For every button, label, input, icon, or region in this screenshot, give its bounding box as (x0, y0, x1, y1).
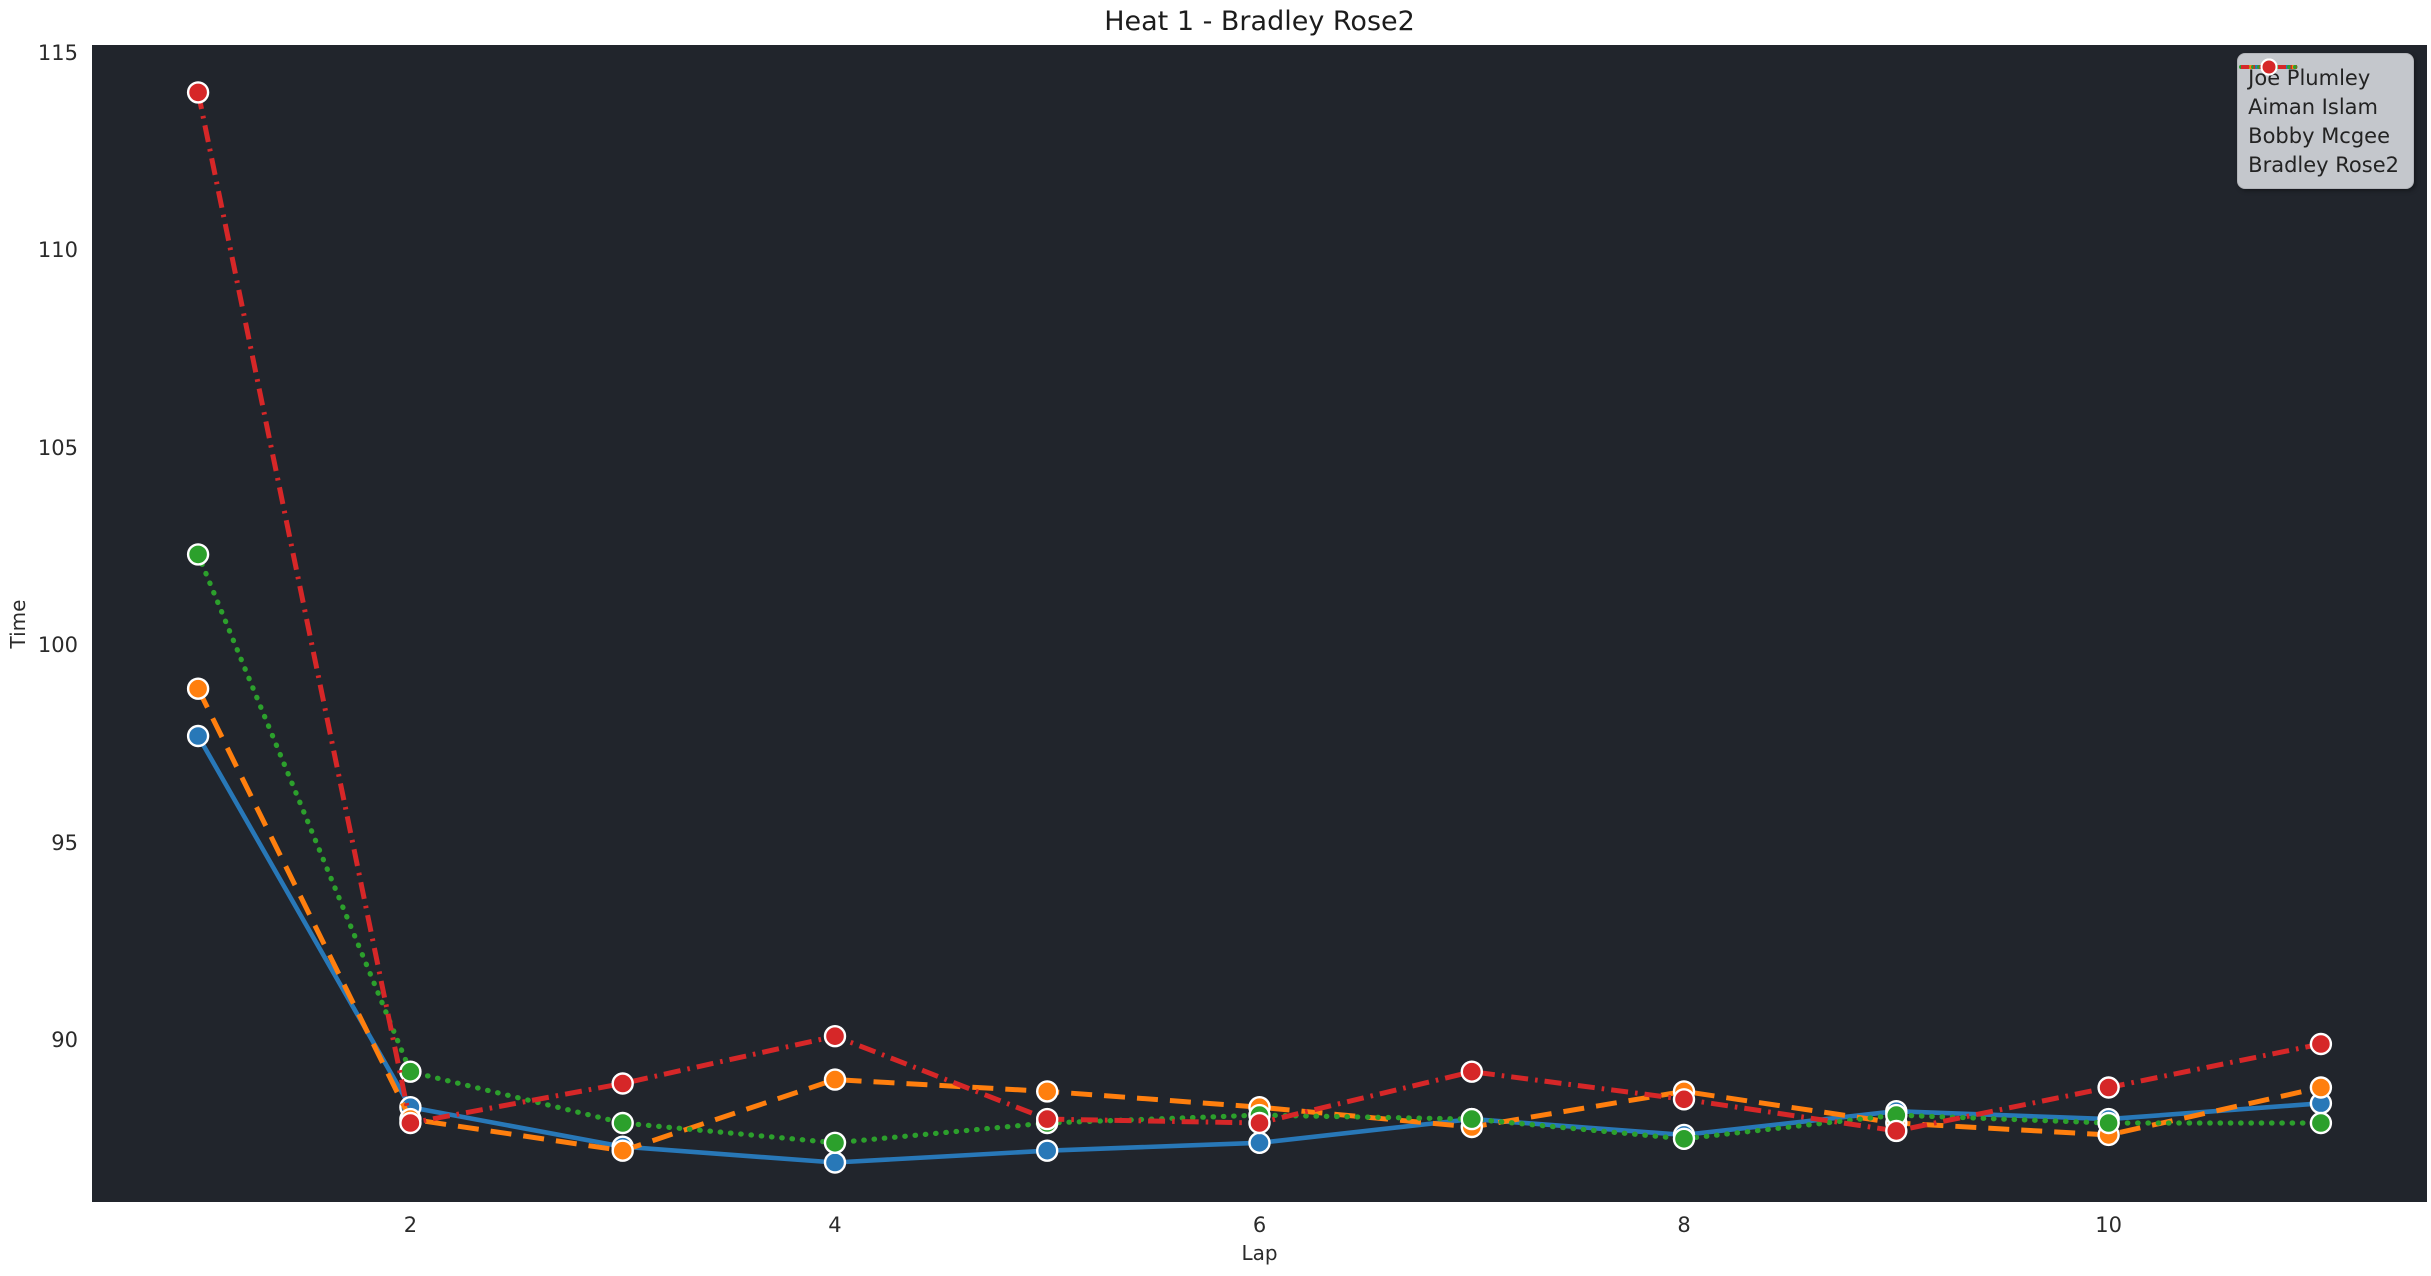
data-point-marker (399, 1060, 422, 1083)
data-point-marker (2309, 1076, 2333, 1099)
series-line (195, 91, 2322, 1134)
x-axis-label: Lap (1241, 1241, 1278, 1265)
y-tick-label: 105 (37, 435, 78, 460)
data-point-marker (823, 1131, 847, 1155)
data-point-marker (186, 677, 210, 700)
series-bobby-mcgee (186, 543, 2333, 1155)
legend-entry-label: Bradley Rose2 (2248, 152, 2399, 177)
x-tick-label: 6 (1252, 1213, 1267, 1237)
x-tick-label: 2 (403, 1213, 418, 1237)
series-bradley-rose2 (186, 81, 2333, 1143)
data-point-marker (1460, 1060, 1484, 1083)
data-point-marker (611, 1072, 634, 1095)
series-aiman-islam (186, 677, 2333, 1162)
data-point-marker (823, 1068, 847, 1091)
series-line (195, 551, 2324, 1146)
data-point-marker (611, 1139, 634, 1162)
chart-title: Heat 1 - Bradley Rose2 (1104, 6, 1415, 37)
data-point-marker (186, 81, 210, 104)
legend: Joe Plumley Aiman Islam Bobby Mcgee Bradley… (2237, 53, 2414, 189)
data-point-marker (1036, 1107, 1059, 1131)
y-tick-label: 90 (51, 1028, 78, 1053)
data-point-marker (1672, 1088, 1696, 1111)
legend-entry-label: Aiman Islam (2248, 94, 2378, 119)
y-tick-label: 95 (51, 830, 78, 855)
legend-entry: Bradley Rose2 (2241, 58, 2399, 179)
legend-entry: Aiman Islam (2241, 58, 2399, 121)
data-point-marker (823, 1151, 847, 1174)
data-point-marker (2097, 1111, 2120, 1135)
chart-canvas (186, 81, 2333, 1174)
legend-swatch-icon (2241, 58, 2298, 76)
data-point-marker (186, 724, 210, 748)
x-tick-label: 4 (828, 1213, 842, 1237)
data-point-marker (1036, 1139, 1059, 1162)
legend-entry-label: Bobby Mcgee (2248, 123, 2391, 148)
data-point-marker (1248, 1131, 1271, 1155)
data-point-marker (611, 1111, 634, 1135)
legend-entry: Bobby Mcgee (2239, 58, 2399, 150)
x-tick-label: 10 (2095, 1213, 2122, 1237)
data-point-marker (2309, 1111, 2333, 1135)
x-tick-label: 8 (1677, 1213, 1691, 1237)
y-tick-label: 110 (37, 238, 78, 263)
data-point-marker (1885, 1119, 1908, 1143)
y-tick-label: 115 (37, 40, 78, 65)
data-point-marker (1672, 1127, 1696, 1151)
data-point-marker (1248, 1111, 1271, 1135)
data-point-marker (2097, 1076, 2120, 1099)
plot-area: Joe Plumley Aiman Islam Bobby Mcgee Bradley… (92, 45, 2427, 1202)
data-point-marker (399, 1111, 422, 1135)
data-point-marker (823, 1025, 847, 1048)
y-tick-label: 100 (37, 633, 78, 658)
series-line (195, 687, 2322, 1154)
data-point-marker (2309, 1032, 2333, 1056)
data-point-marker (1036, 1080, 1059, 1103)
data-point-marker (1460, 1107, 1484, 1131)
data-point-marker (186, 543, 210, 566)
